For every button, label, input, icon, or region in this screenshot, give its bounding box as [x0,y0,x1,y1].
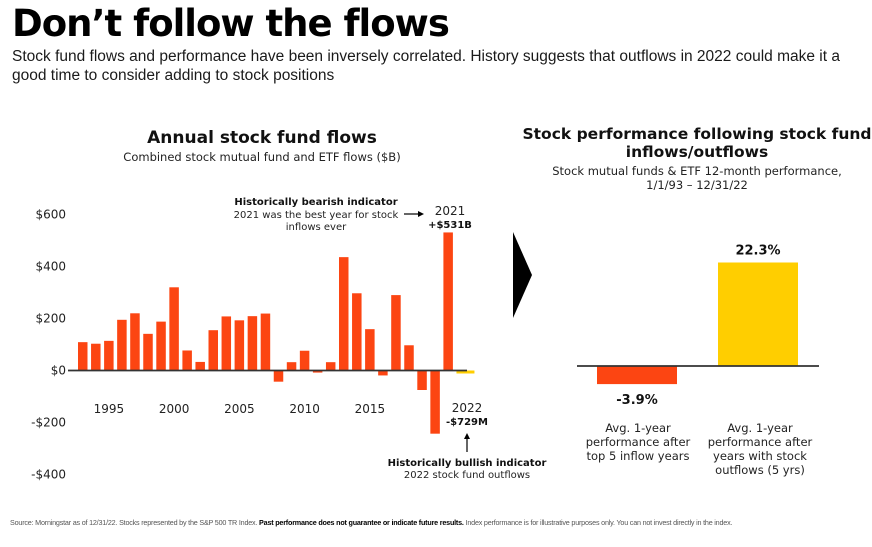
bar-2010 [299,350,310,371]
bar-2005 [234,320,245,371]
value-2022: -$729M [446,417,488,428]
label-2022: 2022 [452,401,483,415]
x-tick-label: 2015 [355,402,386,416]
bar-2021 [443,232,453,371]
y-tick-label: $400 [35,260,66,274]
bar-1999 [156,321,166,371]
perf-category-label: Avg. 1-year [727,421,793,435]
y-tick-label: $600 [35,208,66,222]
bar-2000 [169,287,179,371]
right-chart-title: inflows/outflows [626,143,768,161]
bar-2020 [430,370,440,434]
perf-category-label: performance after [708,435,813,449]
left-y-axis: $600 $400 $200 $0 -$200 -$400 [31,208,66,482]
perf-category-label: years with stock [713,449,807,463]
bar-1993 [78,342,88,371]
footer-disclaimer: Index performance is for illustrative pu… [465,518,733,527]
perf-value-label: -3.9% [616,393,657,408]
left-chart-title: Annual stock fund flows [147,128,377,148]
bar-2007 [260,313,271,371]
left-x-axis: 1995 2000 2005 2010 2015 [94,402,386,416]
bar-2013 [339,257,349,371]
x-tick-label: 2005 [224,402,255,416]
right-chart-subtitle: Stock mutual funds & ETF 12-month perfor… [552,164,842,178]
right-bars: -3.9% 22.3% [597,244,798,408]
right-chart-titles: Stock performance following stock fundin… [522,125,871,192]
bar-1998 [143,333,153,371]
x-tick-label: 1995 [94,402,125,416]
left-chart-subtitle: Combined stock mutual fund and ETF flows… [123,150,400,164]
right-chart-subtitle: 1/1/93 – 12/31/22 [646,178,748,192]
bar-1995 [104,340,114,371]
footer-source: Source: Morningstar as of 12/31/22. Stoc… [10,518,258,527]
bar-2017 [391,295,401,371]
separator-arrow-icon [513,232,532,318]
x-tick-label: 2000 [159,402,190,416]
footer-bold-disclaimer: Past performance does not guarantee or i… [259,518,464,527]
y-tick-label: -$400 [31,468,66,482]
page-subtitle: Stock fund flows and performance have be… [12,48,840,84]
y-tick-label: -$200 [31,416,66,430]
bearish-heading: Historically bearish indicator [234,197,397,208]
perf-bar-2 [718,262,798,366]
left-annotations: Historically bearish indicator 2021 was t… [234,197,547,481]
bar-2015 [365,329,375,371]
bearish-text: 2021 was the best year for stock [234,210,399,221]
perf-category-label: top 5 inflow years [587,449,690,463]
bar-1997 [130,313,140,371]
bar-2009 [286,362,297,371]
bar-2011 [312,370,323,373]
bar-2012 [325,362,336,371]
page-title: Don’t follow the flows [12,2,450,45]
perf-bar-1 [597,366,677,385]
perf-category-label: outflows (5 yrs) [715,463,805,477]
bearish-text: inflows ever [286,222,347,233]
bar-2014 [352,293,362,371]
bullish-heading: Historically bullish indicator [388,458,547,469]
footer-note: Source: Morningstar as of 12/31/22. Stoc… [10,518,732,527]
up-arrow-head-icon [464,433,470,439]
perf-category-label: performance after [586,435,691,449]
bar-2016 [378,370,388,376]
label-2021: 2021 [435,204,466,218]
bar-1996 [117,319,127,371]
bar-2006 [247,316,258,371]
value-2021: +$531B [428,220,472,231]
bar-2001 [182,350,192,371]
bar-2018 [404,345,414,371]
perf-value-label: 22.3% [735,244,780,259]
bar-2022 [456,370,475,374]
perf-category-label: Avg. 1-year [605,421,671,435]
bar-1994 [91,343,101,371]
bar-2019 [417,370,427,390]
bar-2002 [195,361,205,371]
bullish-text: 2022 stock fund outflows [404,470,530,481]
left-bars [78,232,475,434]
bar-2004 [221,316,232,371]
bar-2008 [273,370,284,382]
bar-2003 [208,330,218,371]
right-chart-title: Stock performance following stock fund [522,125,871,143]
y-tick-label: $0 [51,364,66,378]
y-tick-label: $200 [35,312,66,326]
right-arrow-head-icon [418,211,424,217]
x-tick-label: 2010 [289,402,320,416]
